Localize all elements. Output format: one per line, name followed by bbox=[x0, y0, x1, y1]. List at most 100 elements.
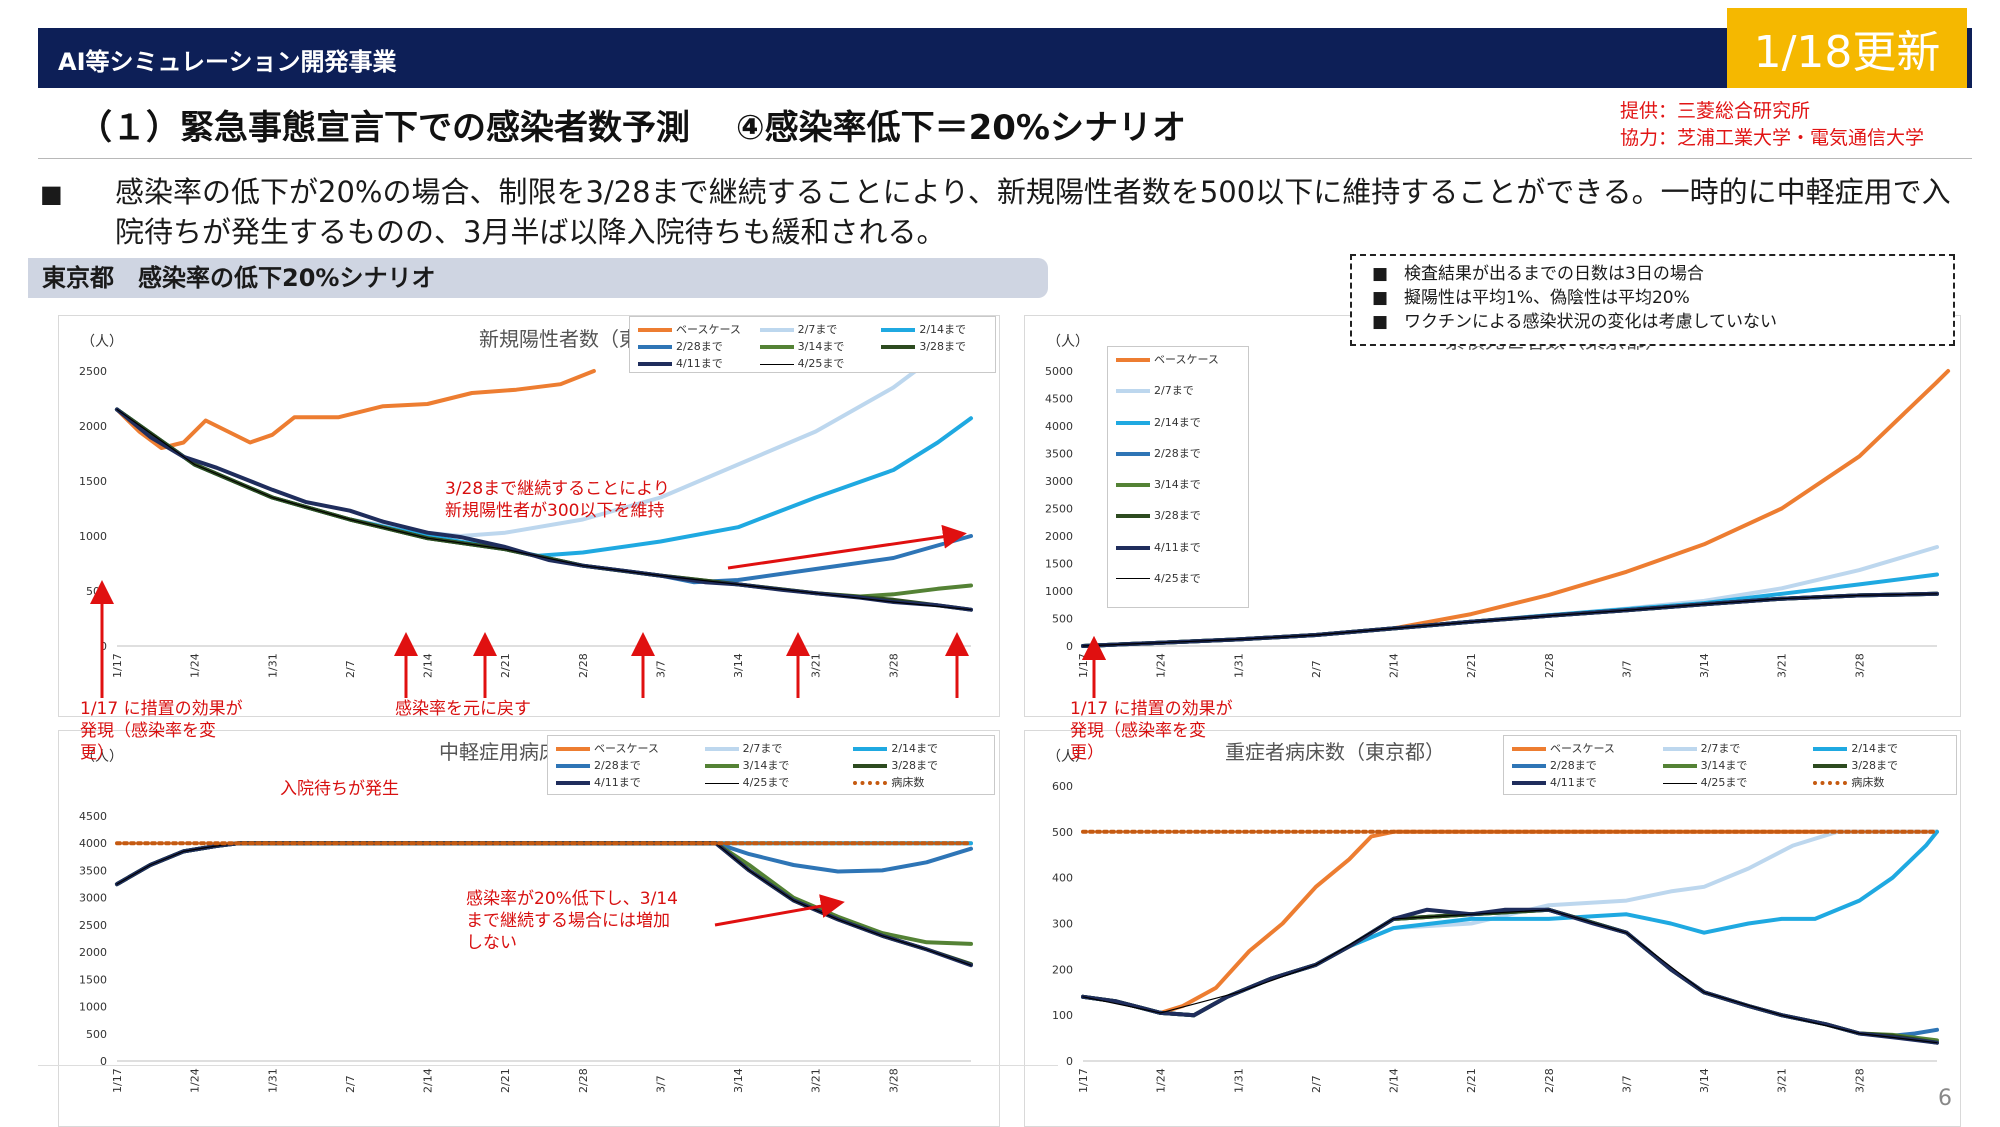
series-line-d4_25 bbox=[1082, 909, 1938, 1044]
x-tick-label: 3/21 bbox=[1776, 1068, 1789, 1093]
y-tick-label: 2000 bbox=[79, 420, 107, 433]
y-tick-label: 0 bbox=[1066, 1055, 1073, 1068]
legend-swatch bbox=[1116, 545, 1150, 550]
legend-label: 4/25まで bbox=[797, 357, 845, 370]
y-tick-label: 500 bbox=[86, 585, 107, 598]
annotation-mild-note: 感染率が20%低下し、3/14 まで継続する場合には増加 しない bbox=[466, 889, 678, 953]
legend-swatch bbox=[1512, 747, 1546, 751]
legend-swatch bbox=[853, 764, 888, 768]
legend-swatch bbox=[1662, 782, 1697, 784]
y-tick-label: 2500 bbox=[79, 919, 107, 932]
tokyo-scenario-banner: 東京都 感染率の低下20%シナリオ bbox=[28, 258, 1048, 298]
legend-swatch bbox=[1662, 747, 1697, 751]
series-line-d4_25 bbox=[116, 408, 972, 611]
legend-swatch bbox=[638, 362, 672, 366]
series-line-d4_11 bbox=[1081, 907, 1939, 1045]
x-tick-label: 2/28 bbox=[1543, 1068, 1556, 1093]
header-bar bbox=[38, 28, 1972, 88]
y-tick-label: 0 bbox=[100, 640, 107, 653]
y-tick-label: 2500 bbox=[1045, 503, 1073, 516]
x-tick-label: 1/17 bbox=[1077, 653, 1090, 678]
legend-item-baseline: ベースケース bbox=[1512, 740, 1615, 756]
legend-label: 2/28まで bbox=[676, 340, 723, 353]
x-tick-label: 3/21 bbox=[810, 1068, 823, 1093]
legend-item-d2_14: 2/14まで bbox=[881, 321, 966, 337]
legend-item-d4_25: 4/25まで bbox=[1662, 774, 1747, 790]
series-line-d2_14 bbox=[1081, 829, 1939, 1018]
legend-item-d4_11: 4/11まで bbox=[638, 355, 723, 371]
assumption-test-days: 検査結果が出るまでの日数は3日の場合 bbox=[1404, 264, 1704, 284]
x-tick-label: 2/21 bbox=[499, 1068, 512, 1093]
x-tick-label: 3/14 bbox=[1698, 1068, 1711, 1093]
y-tick-label: 1500 bbox=[79, 973, 107, 986]
legend-item-d2_28: 2/28まで bbox=[638, 338, 723, 354]
x-tick-label: 1/17 bbox=[111, 1068, 124, 1093]
chart-svg: 重症者病床数（東京都） （人） 0 100 200 300 400 500 600 1/17 1/2… bbox=[1047, 740, 1939, 1093]
annotation-new-cases: 3/28まで継続することにより 新規陽性者が300以下を維持 bbox=[445, 479, 670, 521]
assumptions-box: ■ 検査結果が出るまでの日数は3日の場合 ■ 擬陽性は平均1%、偽陰性は平均20% … bbox=[1350, 254, 1955, 346]
y-tick-label: 500 bbox=[1052, 826, 1073, 839]
x-tick-label: 2/7 bbox=[344, 660, 357, 678]
legend-item-d4_25: 4/25まで bbox=[704, 774, 789, 790]
x-tick-label: 3/14 bbox=[732, 1068, 745, 1093]
legend-item-d3_14: 3/14まで bbox=[704, 757, 789, 773]
legend-swatch bbox=[1662, 764, 1697, 768]
legend-label: ベースケース bbox=[594, 742, 659, 755]
legend-label: 3/28まで bbox=[1154, 509, 1201, 523]
assumption-bullet: ■ bbox=[1372, 264, 1389, 284]
y-tick-label: 4000 bbox=[1045, 420, 1073, 433]
legend-swatch bbox=[1116, 358, 1150, 362]
legend-label: 3/14まで bbox=[797, 340, 845, 353]
credit: 提供：三菱総合研究所 協力：芝浦工業大学・電気通信大学 bbox=[1620, 98, 1924, 152]
legend-item-d2_7: 2/7まで bbox=[704, 740, 782, 756]
legend-item-d2_7: 2/7まで bbox=[1662, 740, 1740, 756]
y-tick-label: 500 bbox=[1052, 613, 1073, 626]
legend-swatch bbox=[638, 345, 672, 349]
update-badge: 1/18更新 bbox=[1727, 8, 1967, 88]
footer-divider bbox=[38, 1065, 1058, 1066]
chart-new-cases: 新規陽性者数（東京都） （人） 0 500 1000 1500 2000 2500 1/17 1/… bbox=[58, 315, 1000, 717]
legend-item-d3_28: 3/28まで bbox=[881, 338, 966, 354]
series-line-d4_25 bbox=[116, 842, 972, 966]
chart-severe-beds: 重症者病床数（東京都） （人） 0 100 200 300 400 500 600 1/17 1/2… bbox=[1024, 730, 1961, 1127]
annotation-measure-effect-right: 1/17 に措置の効果が 発現（感染率を変 更） bbox=[1070, 699, 1233, 763]
x-tick-label: 3/28 bbox=[887, 1068, 900, 1093]
x-tick-label: 3/28 bbox=[1853, 653, 1866, 678]
x-tick-label: 2/28 bbox=[1543, 653, 1556, 678]
legend-item-d3_28: 3/28まで bbox=[853, 757, 938, 773]
legend-swatch bbox=[556, 764, 590, 768]
y-tick-label: 0 bbox=[100, 1055, 107, 1068]
page-number: 6 bbox=[1938, 1086, 1952, 1111]
legend-label: 2/14まで bbox=[1154, 415, 1201, 429]
y-tick-label: 300 bbox=[1052, 918, 1073, 931]
legend-item-d3_14: 3/14まで bbox=[1116, 476, 1201, 492]
legend-item-d4_11: 4/11まで bbox=[1116, 539, 1201, 555]
y-tick-label: 3500 bbox=[79, 864, 107, 877]
legend-label: 3/28まで bbox=[919, 340, 967, 353]
legend-swatch bbox=[1813, 747, 1848, 751]
summary-bullet: ■ bbox=[40, 180, 63, 208]
y-tick-label: 1000 bbox=[1045, 585, 1073, 598]
legend-label: ベースケース bbox=[1154, 353, 1219, 366]
legend-label: 4/25まで bbox=[1154, 571, 1201, 585]
x-tick-label: 2/21 bbox=[499, 653, 512, 678]
legend-label: ベースケース bbox=[1550, 742, 1615, 755]
annotation-infection-back: 感染率を元に戻す bbox=[395, 699, 531, 719]
chart-mild-beds: 中軽症用病床数 (東京都)（人）050010001500200025003000… bbox=[58, 730, 1000, 1127]
legend-label: 4/11まで bbox=[594, 776, 641, 789]
chart-svg: 累積死亡者数（東京都）（人）05001000150020002500300035… bbox=[1045, 329, 1951, 678]
legend-label: 3/28まで bbox=[1851, 759, 1899, 772]
legend-swatch bbox=[1116, 420, 1150, 425]
y-tick-label: 3500 bbox=[1045, 448, 1073, 461]
x-tick-label: 2/28 bbox=[577, 653, 590, 678]
legend-label: 3/14まで bbox=[1154, 478, 1201, 491]
y-tick-label: 4500 bbox=[79, 810, 107, 823]
legend-label: 2/28まで bbox=[1154, 446, 1201, 460]
legend-swatch bbox=[556, 781, 590, 785]
legend-swatch bbox=[556, 747, 590, 751]
y-tick-label: 2500 bbox=[79, 365, 107, 378]
legend-swatch bbox=[704, 747, 739, 751]
y-tick-label: 4000 bbox=[79, 837, 107, 850]
legend-label: 2/14まで bbox=[919, 323, 967, 336]
legend-label: 4/11まで bbox=[676, 357, 723, 370]
